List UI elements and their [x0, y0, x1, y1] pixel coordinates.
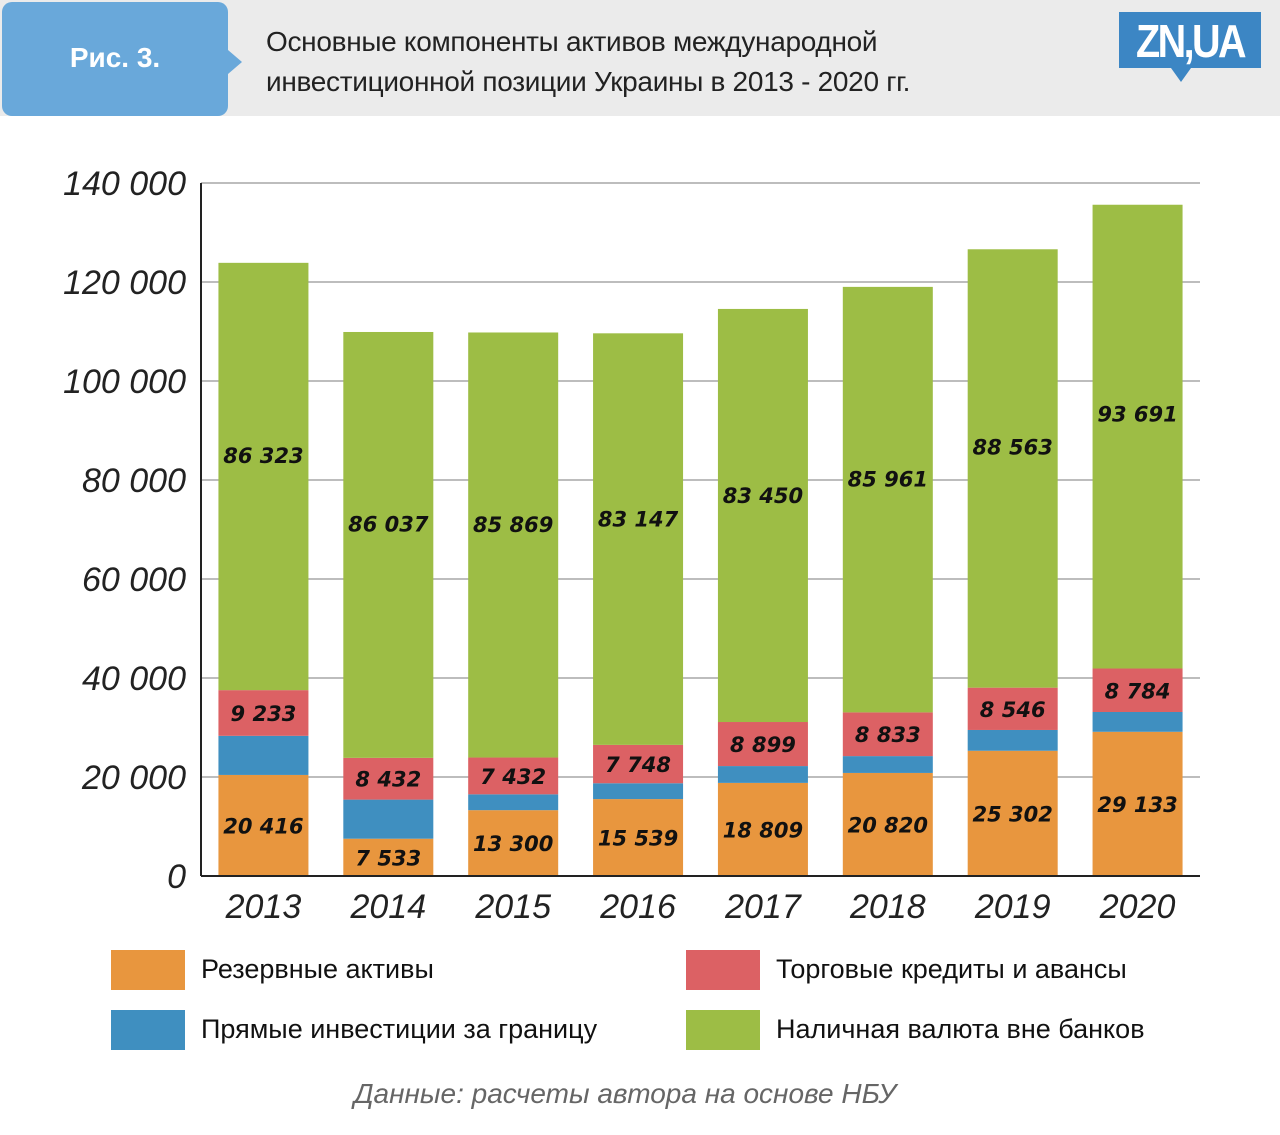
- data-label-trade-2018: 8 833: [855, 723, 921, 747]
- bar-segment-reserve-2013: [218, 774, 309, 876]
- data-label-trade-2015: 7 432: [480, 765, 546, 789]
- bar-segment-fdi-2018: [842, 756, 933, 773]
- x-tick-label: 2015: [474, 888, 551, 926]
- data-label-reserve-2020: 29 133: [1097, 793, 1177, 817]
- bar-segment-fdi-2017: [717, 766, 808, 783]
- data-label-trade-2013: 9 233: [231, 702, 297, 726]
- data-label-trade-2014: 8 432: [355, 768, 421, 792]
- bar-segment-trade-2019: [967, 687, 1058, 730]
- title-line-1: Основные компоненты активов международно…: [266, 26, 878, 57]
- bar-segment-trade-2016: [593, 744, 684, 784]
- x-tick-label: 2017: [724, 888, 802, 926]
- bar-segment-reserve-2015: [468, 810, 559, 876]
- x-tick-label: 2018: [849, 888, 926, 926]
- bar-segment-trade-2017: [717, 722, 808, 767]
- data-label-reserve-2015: 13 300: [473, 832, 553, 856]
- data-label-reserve-2019: 25 302: [973, 802, 1053, 826]
- data-label-cash-2017: 83 450: [723, 484, 803, 508]
- data-label-cash-2019: 88 563: [973, 436, 1053, 460]
- legend-label-trade: Торговые кредиты и авансы: [776, 954, 1127, 984]
- data-label-cash-2016: 83 147: [598, 508, 679, 532]
- bar-segment-reserve-2019: [967, 750, 1058, 876]
- legend-swatch-cash: [686, 1010, 760, 1050]
- data-label-reserve-2013: 20 416: [223, 814, 303, 838]
- data-label-reserve-2014: 7 533: [355, 846, 421, 870]
- header: Рис. 3. Основные компоненты активов межд…: [0, 0, 1280, 116]
- data-label-trade-2017: 8 899: [730, 733, 796, 757]
- zn-ua-logo: ZN,UA: [1119, 12, 1261, 82]
- bar-segment-fdi-2013: [218, 735, 309, 775]
- y-tick-label: 60 000: [82, 561, 186, 599]
- data-label-trade-2016: 7 748: [605, 753, 671, 777]
- y-tick-label: 120 000: [63, 264, 186, 302]
- y-tick-label: 40 000: [82, 660, 186, 698]
- data-label-reserve-2016: 15 539: [598, 827, 678, 851]
- x-tick-label: 2020: [1099, 888, 1176, 926]
- bar-segment-fdi-2016: [593, 783, 684, 800]
- data-label-cash-2020: 93 691: [1097, 402, 1177, 426]
- x-tick-label: 2019: [974, 888, 1051, 926]
- data-label-cash-2018: 85 961: [848, 467, 928, 491]
- y-tick-label: 80 000: [82, 462, 186, 500]
- data-label-cash-2015: 85 869: [473, 513, 553, 537]
- bar-segment-trade-2020: [1092, 668, 1183, 712]
- legend-label-cash: Наличная валюта вне банков: [776, 1014, 1145, 1044]
- data-label-reserve-2017: 18 809: [723, 818, 803, 842]
- stacked-bar-chart: 20 416 9 233 86 323 7 533 8 432 86 037 13 300 7…: [63, 165, 1200, 926]
- data-label-cash-2014: 86 037: [348, 513, 429, 537]
- y-tick-label: 140 000: [63, 165, 186, 203]
- bar-segment-reserve-2016: [593, 799, 684, 876]
- x-tick-label: 2016: [599, 888, 676, 926]
- bar-segment-cash-2020: [1092, 204, 1183, 669]
- bar-segment-fdi-2020: [1092, 711, 1183, 732]
- data-label-trade-2020: 8 784: [1105, 679, 1171, 703]
- data-label-reserve-2018: 20 820: [848, 813, 928, 837]
- legend-swatch-trade: [686, 950, 760, 990]
- bar-segment-fdi-2014: [343, 799, 434, 839]
- bar-segment-cash-2014: [343, 331, 434, 758]
- bar-segment-trade-2015: [468, 757, 559, 795]
- x-tick-label: 2013: [225, 888, 302, 926]
- y-tick-label: 0: [167, 858, 186, 896]
- legend-label-fdi: Прямые инвестиции за границу: [201, 1014, 598, 1044]
- bar-segment-reserve-2017: [717, 782, 808, 876]
- bar-segment-cash-2017: [717, 308, 808, 723]
- data-label-trade-2019: 8 546: [980, 698, 1046, 722]
- legend-label-reserve: Резервные активы: [201, 954, 434, 984]
- bars: [218, 204, 1183, 876]
- x-tick-label: 2014: [349, 888, 426, 926]
- legend-swatch-fdi: [111, 1010, 185, 1050]
- chart-title: Основные компоненты активов международно…: [266, 22, 910, 102]
- source-note: Данные: расчеты автора на основе НБУ: [353, 1078, 897, 1109]
- logo-text: ZN,UA: [1136, 15, 1247, 67]
- bar-segment-trade-2013: [218, 690, 309, 736]
- legend: Резервные активы Торговые кредиты и аван…: [0, 950, 1280, 1060]
- bar-segment-fdi-2015: [468, 794, 559, 811]
- figure-badge: Рис. 3.: [2, 2, 242, 116]
- y-tick-label: 20 000: [81, 759, 186, 797]
- bar-segment-fdi-2019: [967, 729, 1058, 751]
- axes: 0 20 000 40 000 60 000 80 000 100 000 120 000 1…: [63, 165, 1200, 926]
- legend-swatch-reserve: [111, 950, 185, 990]
- bar-segment-trade-2018: [842, 712, 933, 757]
- data-label-cash-2013: 86 323: [223, 444, 303, 468]
- data-labels: 20 416 9 233 86 323 7 533 8 432 86 037 13 300 7…: [223, 402, 1178, 870]
- bar-segment-cash-2015: [468, 332, 559, 758]
- y-tick-label: 100 000: [63, 363, 186, 401]
- bar-segment-reserve-2018: [842, 772, 933, 876]
- bar-segment-cash-2016: [593, 333, 684, 745]
- bar-segment-reserve-2014: [343, 838, 434, 876]
- bar-segment-cash-2018: [842, 286, 933, 713]
- title-line-2: инвестиционной позиции Украины в 2013 - …: [266, 66, 911, 97]
- figure-label: Рис. 3.: [69, 42, 161, 73]
- bar-segment-trade-2014: [343, 757, 434, 800]
- bar-segment-cash-2019: [967, 249, 1058, 688]
- bar-segment-cash-2013: [218, 262, 309, 691]
- bar-segment-reserve-2020: [1092, 731, 1183, 876]
